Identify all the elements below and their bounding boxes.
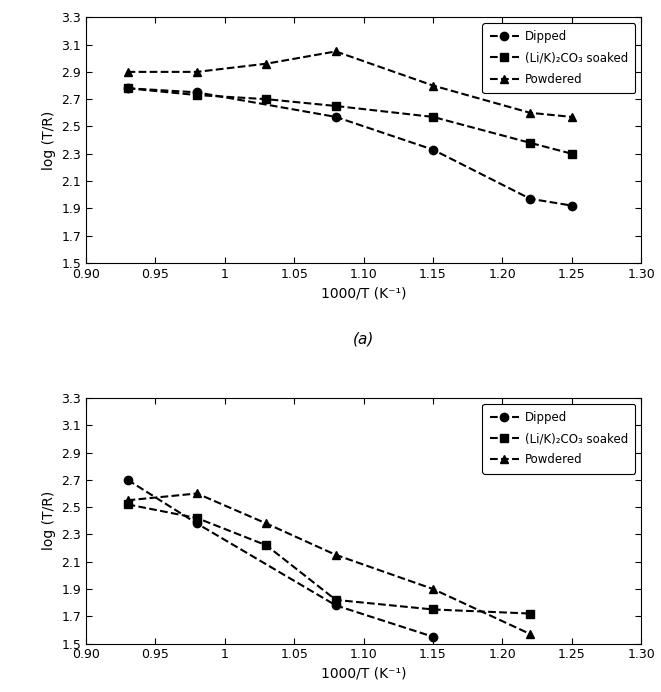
(Li/K)₂CO₃ soaked	[193, 514, 201, 522]
Dipped	[193, 519, 201, 527]
(Li/K)₂CO₃ soaked	[429, 606, 437, 614]
Powdered	[124, 496, 132, 504]
Dipped	[193, 88, 201, 96]
Powdered	[429, 82, 437, 90]
Powdered	[526, 109, 534, 117]
Powdered	[193, 489, 201, 498]
Dipped	[124, 84, 132, 93]
(Li/K)₂CO₃ soaked	[193, 91, 201, 99]
Legend: Dipped, (Li/K)₂CO₃ soaked, Powdered: Dipped, (Li/K)₂CO₃ soaked, Powdered	[483, 404, 635, 473]
Powdered	[332, 47, 340, 55]
Powdered	[124, 68, 132, 76]
Text: (a): (a)	[353, 331, 374, 347]
(Li/K)₂CO₃ soaked	[526, 138, 534, 147]
Powdered	[568, 113, 576, 121]
Powdered	[262, 60, 270, 68]
Line: (Li/K)₂CO₃ soaked: (Li/K)₂CO₃ soaked	[124, 84, 576, 158]
Dipped	[568, 201, 576, 210]
Line: Dipped: Dipped	[124, 475, 437, 641]
Y-axis label: log (T/R): log (T/R)	[42, 111, 56, 170]
(Li/K)₂CO₃ soaked	[429, 113, 437, 121]
Y-axis label: log (T/R): log (T/R)	[42, 491, 56, 550]
X-axis label: 1000/T (K⁻¹): 1000/T (K⁻¹)	[321, 286, 407, 300]
(Li/K)₂CO₃ soaked	[262, 95, 270, 103]
Dipped	[526, 194, 534, 203]
(Li/K)₂CO₃ soaked	[526, 610, 534, 618]
Line: (Li/K)₂CO₃ soaked: (Li/K)₂CO₃ soaked	[124, 500, 534, 618]
Dipped	[332, 113, 340, 121]
Dipped	[124, 475, 132, 484]
Dipped	[429, 145, 437, 154]
(Li/K)₂CO₃ soaked	[332, 596, 340, 604]
(Li/K)₂CO₃ soaked	[332, 102, 340, 110]
Dipped	[429, 632, 437, 641]
Dipped	[332, 601, 340, 610]
Line: Dipped: Dipped	[124, 84, 576, 210]
(Li/K)₂CO₃ soaked	[124, 500, 132, 509]
Legend: Dipped, (Li/K)₂CO₃ soaked, Powdered: Dipped, (Li/K)₂CO₃ soaked, Powdered	[483, 24, 635, 93]
(Li/K)₂CO₃ soaked	[124, 84, 132, 93]
Powdered	[193, 68, 201, 76]
Line: Powdered: Powdered	[124, 47, 576, 121]
(Li/K)₂CO₃ soaked	[262, 541, 270, 549]
X-axis label: 1000/T (K⁻¹): 1000/T (K⁻¹)	[321, 667, 407, 681]
Line: Powdered: Powdered	[124, 489, 534, 638]
Powdered	[332, 551, 340, 559]
Powdered	[262, 519, 270, 527]
(Li/K)₂CO₃ soaked	[568, 149, 576, 158]
Powdered	[429, 585, 437, 593]
Powdered	[526, 630, 534, 638]
